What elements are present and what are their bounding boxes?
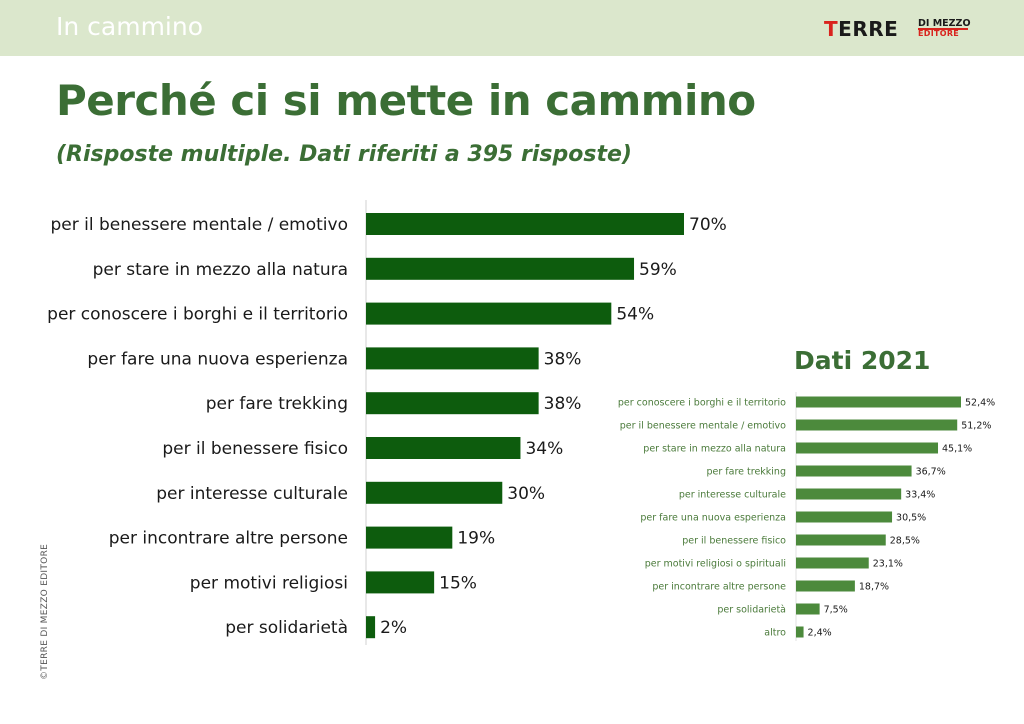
category-label: per motivi religiosi	[190, 573, 348, 593]
value-label: 70%	[689, 215, 727, 235]
publisher-logo: TERRE DI MEZZO EDITORE	[824, 18, 974, 44]
category-label: per fare trekking	[206, 394, 348, 414]
bar	[366, 302, 612, 325]
value-label: 34%	[525, 439, 563, 459]
logo-main-text: TERRE	[824, 17, 899, 41]
section-title: In cammino	[56, 12, 204, 41]
bar-2021	[796, 465, 912, 477]
category-label: per il benessere mentale / emotivo	[51, 215, 349, 235]
value-label-2021: 18,7%	[859, 582, 889, 593]
value-label: 30%	[507, 484, 545, 504]
page-title: Perché ci si mette in cammino	[56, 76, 756, 125]
value-label-2021: 7,5%	[824, 605, 848, 616]
bar	[366, 392, 539, 415]
page-subtitle: (Risposte multiple. Dati riferiti a 395 …	[56, 142, 632, 167]
category-label-2021: altro	[764, 628, 786, 639]
value-label: 59%	[639, 260, 677, 280]
category-label: per solidarietà	[225, 618, 348, 638]
value-label: 19%	[457, 529, 495, 549]
category-label: per fare una nuova esperienza	[87, 349, 348, 369]
bar	[366, 213, 684, 235]
category-label-2021: per fare trekking	[707, 467, 787, 478]
value-label-2021: 52,4%	[965, 398, 995, 409]
value-label-2021: 30,5%	[896, 513, 926, 524]
value-label: 38%	[544, 349, 582, 369]
category-label: per interesse culturale	[156, 484, 348, 504]
logo-rule	[918, 28, 968, 30]
bar-2021	[796, 626, 804, 638]
value-label-2021: 36,7%	[916, 467, 946, 478]
chart-2021-title: Dati 2021	[794, 346, 931, 375]
bar	[366, 257, 635, 280]
value-label-2021: 2,4%	[808, 628, 832, 639]
logo-sub-text-1: DI MEZZO	[918, 18, 971, 29]
value-label-2021: 23,1%	[873, 559, 903, 570]
copyright-notice: ©TERRE DI MEZZO EDITORE	[40, 543, 50, 680]
category-label: per incontrare altre persone	[109, 529, 348, 549]
category-label: per conoscere i borghi e il territorio	[47, 305, 348, 325]
bar-2021	[796, 419, 958, 431]
bar	[366, 616, 376, 639]
bar-2021	[796, 442, 939, 454]
value-label: 15%	[439, 573, 477, 593]
logo-sub-text-2: EDITORE	[918, 29, 960, 38]
bar-2021	[796, 603, 820, 615]
category-label-2021: per il benessere mentale / emotivo	[620, 421, 786, 432]
bar	[366, 437, 521, 459]
bar-2021	[796, 488, 902, 500]
category-label-2021: per conoscere i borghi e il territorio	[618, 398, 786, 409]
bar-2021	[796, 534, 886, 546]
value-label-2021: 45,1%	[942, 444, 972, 455]
category-label: per stare in mezzo alla natura	[93, 260, 348, 280]
bar-2021	[796, 511, 893, 523]
bar	[366, 571, 435, 594]
category-label-2021: per il benessere fisico	[682, 536, 786, 547]
bar	[366, 481, 503, 504]
category-label-2021: per fare una nuova esperienza	[640, 513, 786, 524]
category-label-2021: per stare in mezzo alla natura	[643, 444, 786, 455]
bar	[366, 526, 453, 549]
bar-2021	[796, 557, 869, 569]
value-label: 54%	[616, 305, 654, 325]
top-banner: In cammino TERRE DI MEZZO EDITORE	[0, 0, 1024, 56]
bar-2021	[796, 580, 855, 592]
category-label-2021: per interesse culturale	[679, 490, 786, 501]
category-label-2021: per motivi religiosi o spirituali	[645, 559, 786, 570]
category-label-2021: per solidarietà	[717, 605, 786, 616]
bar	[366, 347, 539, 370]
bar-2021	[796, 396, 961, 408]
category-label: per il benessere fisico	[162, 439, 348, 459]
value-label-2021: 51,2%	[961, 421, 991, 432]
value-label: 38%	[544, 394, 582, 414]
value-label-2021: 33,4%	[905, 490, 935, 501]
value-label: 2%	[380, 618, 407, 638]
category-label-2021: per incontrare altre persone	[652, 582, 786, 593]
value-label-2021: 28,5%	[890, 536, 920, 547]
